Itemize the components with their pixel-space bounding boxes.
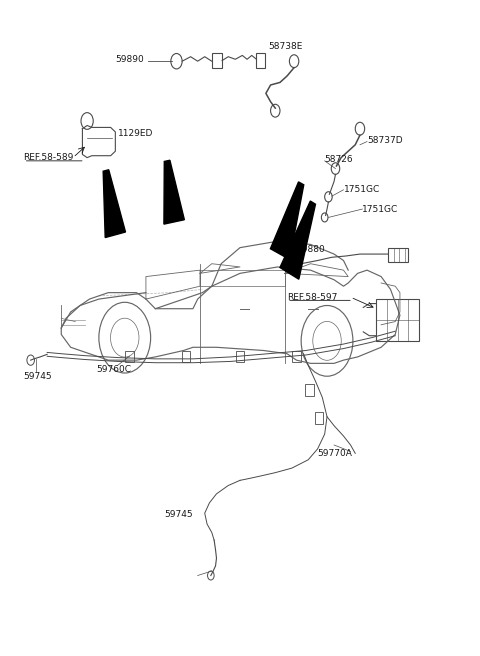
Text: 1129ED: 1129ED: [118, 129, 153, 138]
Text: 59745: 59745: [24, 372, 52, 380]
Polygon shape: [164, 160, 184, 224]
Bar: [376, 299, 419, 341]
Bar: [388, 247, 408, 262]
Text: REF.58-597: REF.58-597: [287, 293, 337, 302]
Bar: [256, 54, 265, 68]
Text: 1751GC: 1751GC: [362, 205, 398, 214]
Bar: [315, 412, 323, 424]
Polygon shape: [270, 182, 304, 259]
Bar: [212, 54, 222, 68]
Text: REF.58-589: REF.58-589: [24, 153, 74, 162]
Bar: [125, 350, 134, 362]
Text: 59745: 59745: [165, 510, 193, 519]
Text: 59880: 59880: [297, 245, 325, 254]
Text: 58726: 58726: [324, 155, 353, 164]
Text: 59890: 59890: [115, 55, 144, 64]
Text: 59760C: 59760C: [96, 365, 132, 375]
Text: 58737D: 58737D: [367, 136, 403, 145]
Bar: [292, 350, 300, 362]
Polygon shape: [103, 170, 125, 237]
Text: 58738E: 58738E: [268, 42, 302, 51]
Polygon shape: [280, 201, 315, 279]
Bar: [181, 350, 190, 362]
Text: 1751GC: 1751GC: [344, 185, 380, 194]
Bar: [236, 350, 244, 362]
Text: 59770A: 59770A: [318, 449, 352, 458]
Bar: [305, 384, 314, 396]
